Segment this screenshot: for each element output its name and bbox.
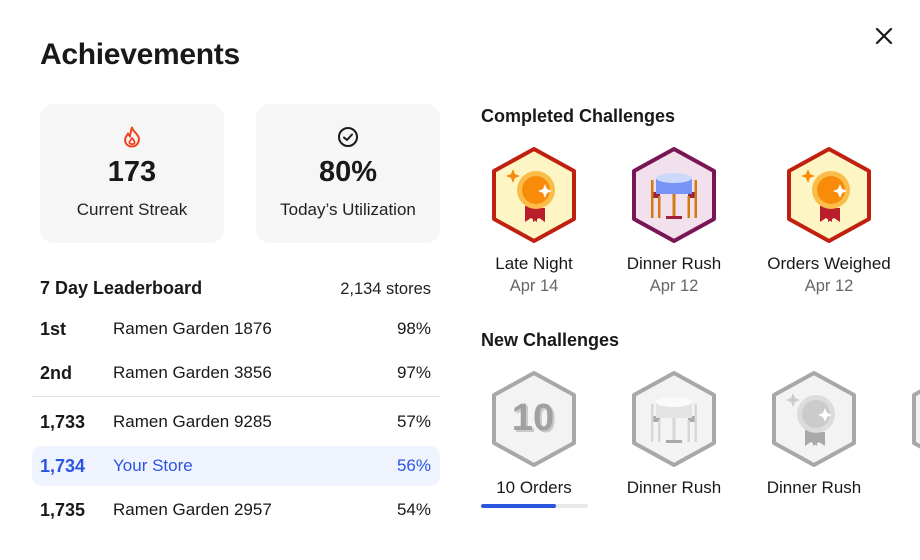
challenge-name: Dinner Rush xyxy=(626,478,722,497)
leaderboard-row-your-store: 1,734 Your Store 56% xyxy=(32,446,440,486)
progress-fill xyxy=(481,504,556,508)
leaderboard-row: 1,733 Ramen Garden 9285 57% xyxy=(32,402,440,442)
challenge-name: Dinner Rush xyxy=(766,478,862,497)
medal-badge-icon xyxy=(787,147,871,243)
challenge-progress-bar xyxy=(481,504,588,508)
completed-challenges-title: Completed Challenges xyxy=(481,106,676,126)
rank: 1,734 xyxy=(40,455,86,476)
challenge-name: Late Night xyxy=(495,254,573,273)
current-streak-card: 173 Current Streak xyxy=(40,104,224,243)
check-circle-icon xyxy=(338,127,358,147)
challenge-date: Apr 12 xyxy=(804,277,854,295)
store-name: Ramen Garden 3856 xyxy=(113,363,272,382)
leaderboard-header: 7 Day Leaderboard 2,134 stores xyxy=(40,278,431,299)
dinner-table-badge-icon xyxy=(632,147,716,243)
utilization-pct: 56% xyxy=(396,456,431,475)
rank: 1st xyxy=(40,318,67,339)
challenge-name: 10 Orders xyxy=(496,478,572,497)
new-challenge-item[interactable]: Dinner Rush xyxy=(599,370,749,498)
store-name: Ramen Garden 1876 xyxy=(113,319,272,338)
leaderboard-title: 7 Day Leaderboard xyxy=(40,278,203,298)
utilization-pct: 57% xyxy=(396,412,431,431)
utilization-label: Today’s Utilization xyxy=(280,200,416,219)
rank: 1,733 xyxy=(40,411,86,432)
completed-challenge-item[interactable]: Orders Weighed Apr 12 xyxy=(754,146,904,296)
store-count: 2,134 stores xyxy=(340,280,431,298)
close-button[interactable] xyxy=(870,22,898,50)
leaderboard-row: 1,735 Ramen Garden 2957 54% xyxy=(32,490,440,530)
streak-label: Current Streak xyxy=(76,200,188,219)
new-challenge-item[interactable]: Dinner Rush xyxy=(739,370,889,498)
svg-text:10: 10 xyxy=(514,399,556,441)
dinner-table-badge-icon xyxy=(632,371,716,467)
rank: 1,735 xyxy=(40,499,86,520)
rank: 2nd xyxy=(40,362,73,383)
store-name: Ramen Garden 9285 xyxy=(113,412,272,431)
close-icon xyxy=(875,27,893,45)
new-challenges-title: New Challenges xyxy=(481,330,620,350)
challenge-date: Apr 12 xyxy=(649,277,699,295)
medal-badge-icon xyxy=(772,371,856,467)
completed-challenge-item[interactable]: Dinner Rush Apr 12 xyxy=(599,146,749,296)
streak-value: 173 xyxy=(107,156,157,188)
leaderboard-divider xyxy=(32,396,440,397)
completed-challenge-item[interactable]: Late Night Apr 14 xyxy=(459,146,609,296)
challenge-name: Dinner Rush xyxy=(626,254,722,273)
svg-text:10: 10 xyxy=(512,397,554,439)
challenge-name: Di xyxy=(879,478,920,498)
store-name: Your Store xyxy=(113,456,193,475)
utilization-pct: 98% xyxy=(396,319,431,338)
challenge-date: Apr 14 xyxy=(509,277,559,295)
utilization-pct: 54% xyxy=(396,500,431,519)
challenge-name: Orders Weighed xyxy=(767,254,891,273)
flame-icon xyxy=(124,126,140,148)
leaderboard-row: 2nd Ramen Garden 3856 97% xyxy=(32,353,440,393)
leaderboard-row: 1st Ramen Garden 1876 98% xyxy=(32,309,440,349)
store-name: Ramen Garden 2957 xyxy=(113,500,272,519)
utilization-pct: 97% xyxy=(396,363,431,382)
utilization-value: 80% xyxy=(318,156,378,188)
ten-orders-badge-icon: 10 10 xyxy=(492,371,576,467)
utilization-card: 80% Today’s Utilization xyxy=(256,104,440,243)
badge-icon xyxy=(912,389,920,449)
new-challenge-item[interactable]: 10 10 10 Orders xyxy=(459,370,609,498)
page-title: Achievements xyxy=(40,38,240,71)
new-challenge-item[interactable]: Di xyxy=(879,370,920,498)
medal-badge-icon xyxy=(492,147,576,243)
